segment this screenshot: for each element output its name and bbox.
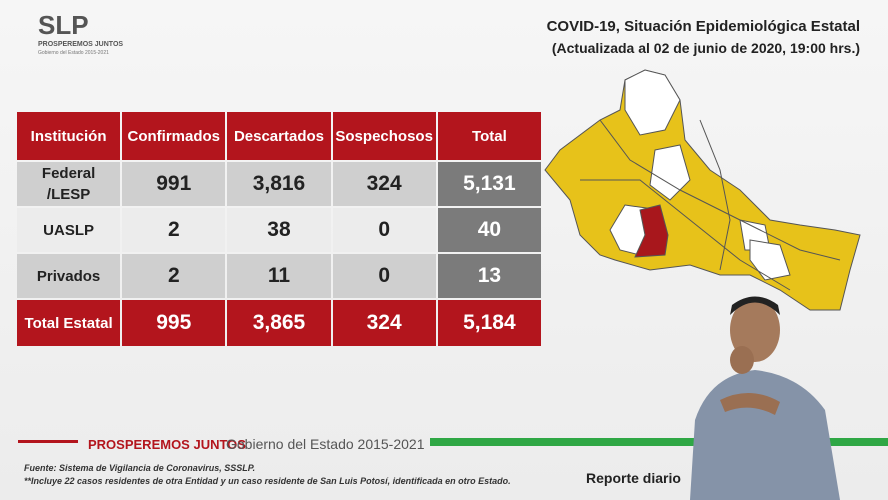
total-cell: 995 [122, 300, 226, 346]
report: Reporte diario [586, 470, 681, 486]
logo-tagline: PROSPEREMOS JUNTOS [38, 41, 124, 48]
total-cell: Total Estatal [17, 300, 121, 346]
total-cell: 324 [332, 300, 436, 346]
total-row: Total Estatal 995 3,865 324 5,184 [17, 300, 541, 346]
table-cell: UASLP [17, 208, 121, 252]
total-cell: 3,865 [227, 300, 331, 346]
state-map [544, 69, 861, 311]
table-cell: 38 [227, 208, 331, 252]
table-cell: 2 [122, 254, 226, 298]
table-cell: 324 [332, 162, 436, 206]
government: Gobierno del Estado 2015-2021 [226, 436, 425, 452]
green-bar [430, 438, 888, 446]
table-cell: 40 [437, 208, 541, 252]
table-row: Federal /LESP 991 3,816 324 5,131 [17, 162, 541, 206]
table-row: UASLP 2 38 0 40 [17, 208, 541, 252]
data-table: Institución Confirmados Descartados Sospech… [15, 110, 543, 348]
red-bar [18, 440, 78, 443]
table-cell: 991 [122, 162, 226, 206]
table-cell: 0 [332, 208, 436, 252]
column-header: Confirmados [122, 112, 226, 160]
note: **Incluye 22 casos residentes de otra En… [24, 476, 511, 486]
logo-subtagline: Gobierno del Estado 2015-2021 [38, 50, 109, 56]
table-cell: 11 [227, 254, 331, 298]
table-cell: 3,816 [227, 162, 331, 206]
column-header: Sospechosos [332, 112, 436, 160]
table-cell: 5,131 [437, 162, 541, 206]
interpreter [690, 296, 840, 500]
source: Fuente: Sistema de Vigilancia de Coronav… [24, 463, 256, 473]
column-header: Descartados [227, 112, 331, 160]
table-row: Privados 2 11 0 13 [17, 254, 541, 298]
table-cell: 13 [437, 254, 541, 298]
logo: SLP [38, 10, 89, 40]
column-header: Institución [17, 112, 121, 160]
total-cell: 5,184 [437, 300, 541, 346]
slogan: PROSPEREMOS JUNTOS [88, 437, 246, 452]
table-cell: 0 [332, 254, 436, 298]
column-header: Total [437, 112, 541, 160]
table-cell: Federal /LESP [17, 162, 121, 206]
title: COVID-19, Situación Epidemiológica Estat… [546, 18, 860, 35]
table-cell: 2 [122, 208, 226, 252]
subtitle: (Actualizada al 02 de junio de 2020, 19:… [551, 40, 860, 56]
table-cell: Privados [17, 254, 121, 298]
